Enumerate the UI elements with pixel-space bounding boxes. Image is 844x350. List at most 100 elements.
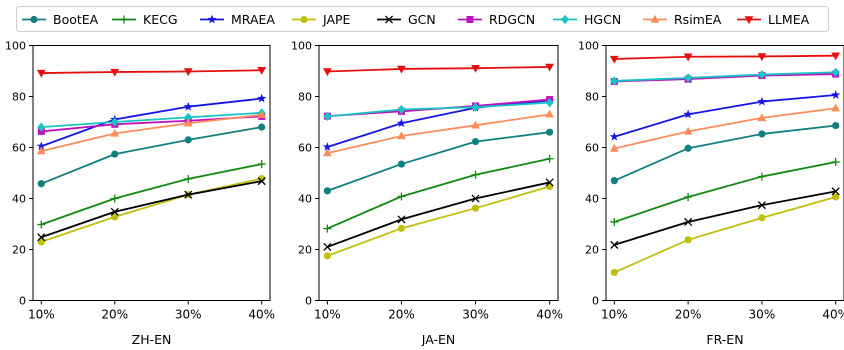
series-gcn — [37, 177, 266, 242]
legend-marker — [650, 14, 660, 23]
series-line — [614, 161, 836, 223]
series-bootea — [37, 123, 266, 188]
legend-marker — [466, 16, 474, 23]
legend-entry: LLMEA — [737, 12, 810, 27]
series-gcn — [610, 187, 840, 249]
data-point — [184, 190, 193, 199]
y-tick-label: 0 — [305, 295, 312, 308]
y-tick-label: 100 — [578, 40, 599, 53]
data-point — [37, 122, 46, 132]
data-point — [471, 102, 480, 112]
x-tick-label: 30% — [175, 308, 202, 322]
y-tick-label: 80 — [298, 91, 312, 104]
data-point — [323, 242, 332, 252]
series-line — [613, 196, 836, 274]
data-point — [397, 160, 406, 168]
data-point — [684, 236, 692, 244]
data-point — [545, 98, 554, 108]
data-point — [257, 93, 267, 103]
data-point — [609, 143, 619, 152]
series-line — [40, 97, 262, 148]
legend-label: GCN — [408, 12, 436, 27]
x-axis-label: JA-EN — [421, 332, 456, 346]
series-line — [41, 177, 262, 243]
legend-label: MRAEA — [231, 12, 275, 27]
data-point — [757, 201, 766, 210]
x-tick-label: 30% — [462, 308, 489, 322]
data-point — [831, 158, 840, 167]
series-llmea — [36, 67, 267, 78]
data-point — [546, 182, 554, 191]
data-point — [257, 160, 266, 169]
x-tick-label: 10% — [314, 308, 341, 322]
data-point — [183, 118, 193, 127]
plot-frame — [32, 45, 271, 301]
legend-entry: KECG — [112, 12, 178, 27]
data-point — [397, 192, 406, 201]
legend-marker — [207, 14, 217, 24]
y-tick-label: 80 — [585, 91, 599, 104]
legend-label: RsimEA — [674, 12, 722, 27]
legend-entry: MRAEA — [200, 12, 275, 27]
data-point — [757, 96, 767, 106]
y-tick-label: 80 — [12, 91, 26, 104]
data-point — [471, 138, 480, 146]
x-tick-label: 40% — [536, 308, 563, 322]
series-jape — [610, 193, 840, 277]
data-point — [37, 238, 45, 246]
y-tick-label: 20 — [12, 244, 26, 257]
data-point — [757, 53, 767, 62]
legend-entry: HGCN — [553, 12, 621, 27]
data-point — [831, 90, 841, 99]
data-point — [110, 207, 119, 216]
data-point — [184, 112, 193, 123]
series-line — [614, 54, 836, 60]
data-point — [397, 131, 406, 140]
legend-label: LLMEA — [768, 12, 810, 27]
legend-marker — [120, 15, 128, 24]
series-line — [327, 181, 550, 248]
data-point — [184, 136, 192, 144]
data-point — [322, 68, 332, 77]
data-point — [831, 52, 841, 61]
series-llmea — [609, 52, 841, 64]
data-point — [184, 174, 193, 183]
data-point — [37, 233, 46, 242]
data-point — [610, 76, 619, 86]
y-tick-label: 60 — [585, 142, 599, 155]
data-point — [758, 130, 766, 138]
data-point — [610, 217, 619, 226]
y-tick-label: 20 — [585, 244, 599, 257]
series-bootea — [323, 128, 554, 195]
data-point — [258, 175, 266, 183]
data-point — [111, 213, 119, 221]
y-tick-label: 100 — [291, 40, 312, 53]
series-line — [41, 113, 262, 152]
legend-marker — [384, 15, 394, 24]
legend: BootEA KECG MRAEA JAPE GCN RDGCN HGCN RsimEA LLM… — [16, 6, 829, 32]
series-rsimea — [609, 103, 841, 152]
data-point — [757, 113, 767, 122]
data-point — [683, 126, 693, 135]
data-point — [609, 55, 619, 64]
series-line — [614, 94, 836, 138]
data-point — [684, 217, 693, 227]
y-tick-label: 60 — [298, 142, 312, 155]
series-line — [614, 190, 836, 246]
data-point — [396, 118, 407, 128]
x-axis-label: ZH-EN — [132, 332, 172, 346]
plot-frame — [318, 45, 559, 301]
data-point — [471, 64, 480, 73]
legend-marker — [30, 15, 38, 24]
data-point — [36, 141, 46, 151]
data-point — [397, 65, 406, 74]
series-line — [614, 71, 836, 82]
series-gcn — [323, 178, 554, 252]
data-point — [37, 180, 45, 188]
data-point — [684, 144, 692, 152]
data-point — [257, 67, 267, 75]
panel: 0 20 40 60 80 100 10% 20% 30% 40% ZH-EN — [5, 40, 275, 348]
x-axis-label: FR-EN — [706, 332, 743, 346]
